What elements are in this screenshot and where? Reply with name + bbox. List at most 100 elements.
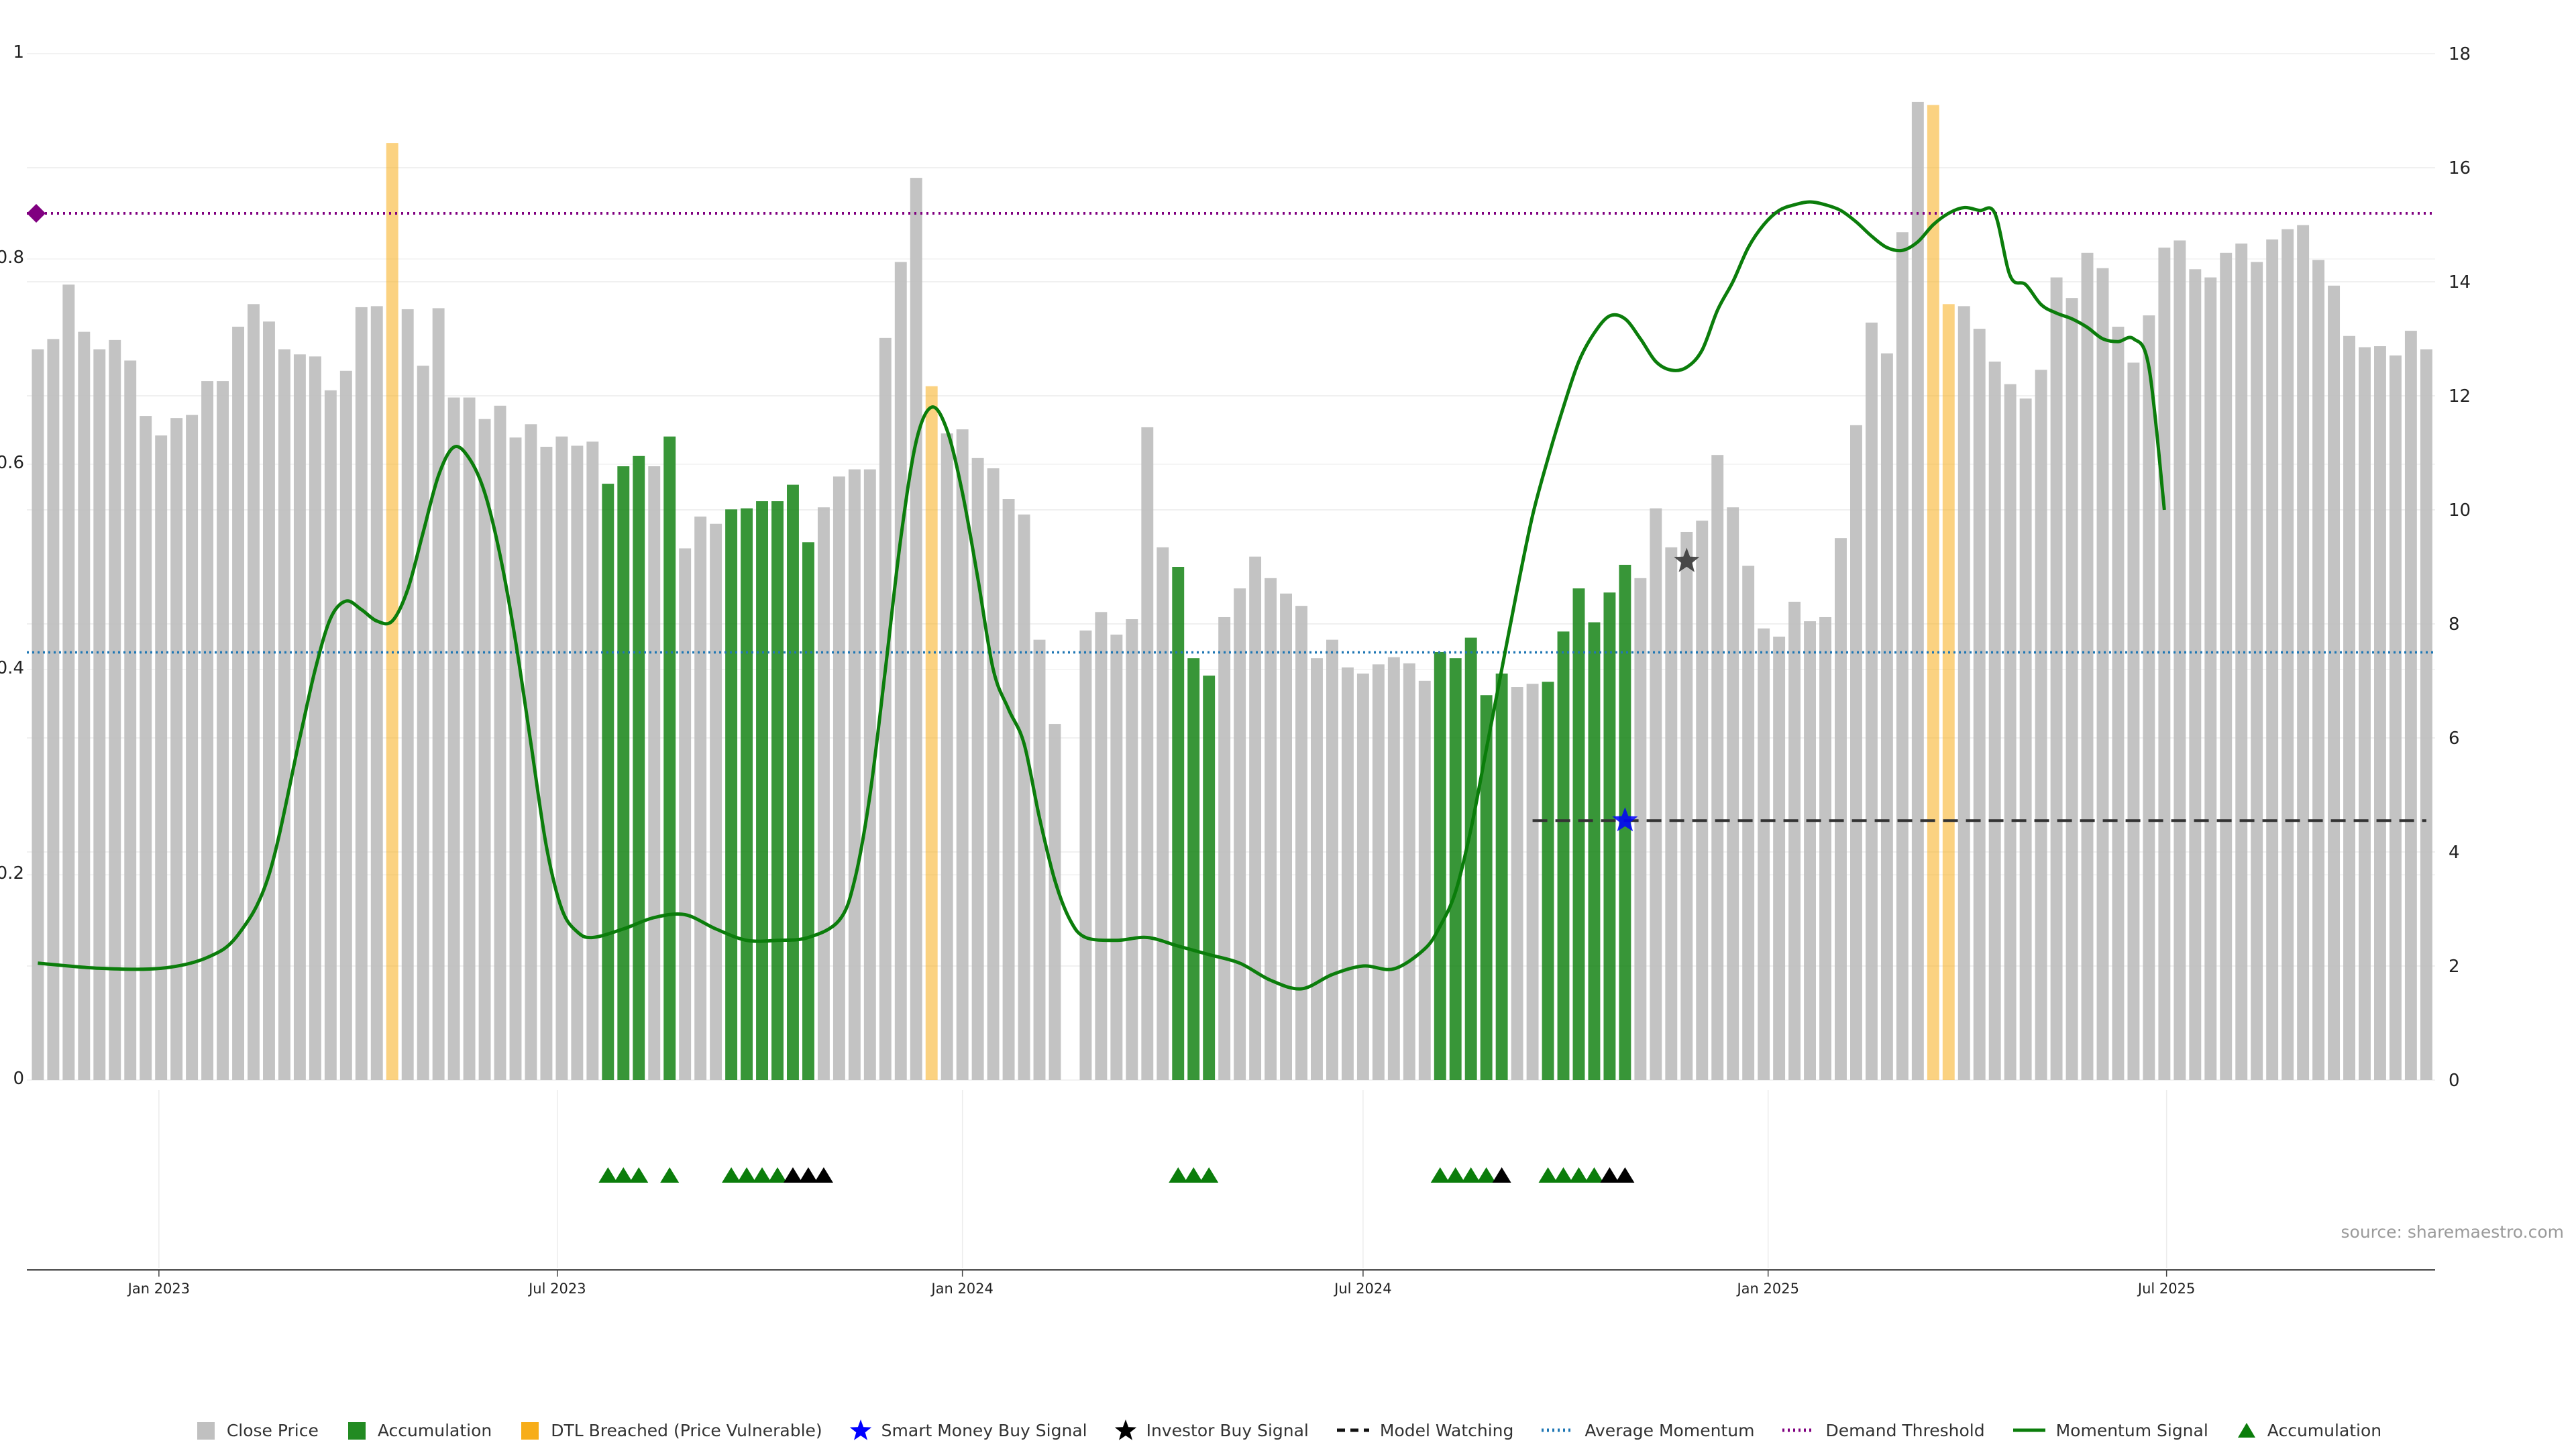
close-price-bar [1865,322,1878,1080]
close-price-bar [140,416,152,1080]
close-price-bar [248,304,260,1080]
close-price-bar [2404,331,2417,1081]
close-price-bar [432,308,445,1081]
investor-buy-signal-star [1674,547,1700,572]
close-price-bar [93,349,106,1080]
close-price-bar [1742,566,1755,1080]
close-price-bar [78,331,91,1080]
close-price-bar [2328,285,2341,1080]
x-axis-tick: Jan 2024 [930,1281,994,1297]
close-price-bar [2189,269,2202,1080]
legend: Close Price Accumulation DTL Breached (Pri… [0,1417,2576,1444]
left-axis-tick: 0 [13,1069,24,1089]
momentum-signal-line [38,200,2166,991]
close-price-bar [1680,531,1693,1080]
close-price-bar [1033,639,1046,1080]
close-price-bar [1356,674,1369,1080]
close-price-bar [1788,602,1801,1080]
legend-star-icon [849,1419,871,1440]
close-price-bar [1018,514,1030,1080]
price-bars [32,101,2432,1081]
close-price-bar [32,349,44,1080]
close-price-bar [417,366,429,1080]
accumulation-bar [802,542,814,1080]
accumulation-bar [725,509,738,1080]
legend-swatch [1114,1419,1136,1440]
close-price-bar [1341,667,1354,1080]
legend-item: Momentum Signal [2012,1419,2208,1442]
accumulation-marker [1569,1167,1589,1183]
close-price-bar [155,435,168,1080]
close-price-bar [2065,298,2078,1080]
legend-swatch [849,1419,871,1440]
close-price-bar [1049,724,1061,1080]
legend-label: DTL Breached (Price Vulnerable) [551,1420,822,1440]
legend-label: Accumulation [2267,1420,2382,1440]
close-price-bar [2081,252,2094,1080]
right-axis-tick: 16 [2449,158,2471,178]
close-price-bar [463,397,476,1080]
legend-label: Average Momentum [1585,1420,1755,1440]
close-price-bar [2420,349,2432,1080]
close-price-bar [987,468,1000,1080]
close-price-bar [2004,384,2017,1081]
close-price-bar [1295,606,1307,1080]
legend-swatch [1542,1428,1574,1432]
close-price-bar [2035,370,2047,1080]
legend-label: Demand Threshold [1825,1420,1985,1440]
close-price-bar [879,337,892,1080]
investor-signal-marker [798,1167,818,1183]
accumulation-bar [1434,651,1446,1080]
left-axis-tick: 0.6 [0,453,24,473]
dtl-breached-bar [1942,304,1955,1080]
close-price-bar [170,418,183,1080]
investor-signal-marker [814,1167,833,1183]
close-price-bar [863,469,876,1080]
close-price-bar [478,419,491,1080]
accumulation-marker [1585,1167,1604,1183]
legend-swatch [1782,1428,1815,1432]
right-axis-tick: 4 [2449,843,2460,863]
close-price-bar [124,360,137,1080]
close-price-bar [1141,427,1154,1080]
accumulation-marker [629,1167,649,1183]
legend-square-icon [347,1422,366,1440]
dtl-breached-bar [1927,105,1939,1080]
legend-item: Accumulation [2235,1419,2381,1442]
close-price-bar [1634,578,1647,1080]
close-price-bar [679,548,692,1080]
accumulation-marker [753,1167,772,1183]
close-price-bar [956,429,969,1080]
close-price-bar [1988,362,2001,1080]
close-price-bar [586,441,599,1080]
legend-swatch [2012,1428,2045,1432]
legend-triangle-icon [2237,1423,2255,1438]
legend-square-icon [521,1422,539,1440]
close-price-bar [1079,630,1092,1080]
close-price-bar [2343,335,2355,1080]
close-price-bar [1326,639,1338,1080]
close-price-bar [2174,240,2186,1081]
accumulation-bar [1480,695,1493,1080]
close-price-bar [355,307,368,1080]
legend-label: Smart Money Buy Signal [881,1420,1087,1440]
close-price-bar [971,458,984,1080]
close-price-bar [1880,353,1893,1080]
accumulation-bar [1203,676,1216,1080]
legend-item: Average Momentum [1540,1419,1754,1442]
legend-item: Accumulation [345,1419,492,1442]
accumulation-bar [1464,637,1477,1080]
demand-threshold-marker [27,204,46,223]
left-axis-tick: 1 [13,42,24,62]
legend-label: Investor Buy Signal [1146,1420,1309,1440]
close-price-bar [2235,244,2248,1080]
right-axis-tick: 0 [2449,1071,2460,1091]
source-note: source: sharemaestro.com [2341,1222,2565,1242]
close-price-bar [447,397,460,1080]
close-price-bar [1234,588,1246,1080]
accumulation-bar [1449,658,1462,1080]
close-price-bar [186,415,199,1080]
close-price-bar [2143,315,2155,1080]
accumulation-marker [598,1167,618,1183]
